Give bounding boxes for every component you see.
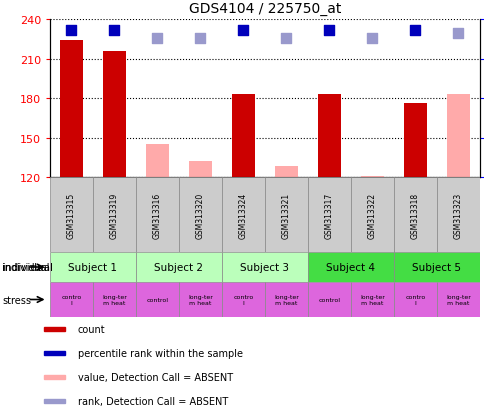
Bar [136,178,179,252]
Bar [179,178,222,252]
Text: GSM313320: GSM313320 [196,192,205,238]
Point [411,28,419,34]
Bar [264,282,307,317]
Bar [393,252,479,282]
Bar [393,282,436,317]
Bar [179,282,222,317]
Text: GSM313318: GSM313318 [410,192,419,238]
Point [153,36,161,42]
Bar [350,282,393,317]
Text: control: control [318,297,340,302]
Bar [136,252,222,282]
Text: long-ter
m heat: long-ter m heat [273,294,298,305]
Bar [222,252,307,282]
Text: GSM313317: GSM313317 [324,192,333,238]
Bar [136,282,179,317]
Point [196,36,204,42]
Bar [307,252,393,282]
Bar [50,178,93,252]
Text: GSM313321: GSM313321 [281,192,290,238]
Text: value, Detection Call = ABSENT: value, Detection Call = ABSENT [77,372,232,382]
Point [282,36,290,42]
Text: GSM313316: GSM313316 [152,192,162,238]
Bar [436,178,479,252]
Text: contro
l: contro l [233,294,253,305]
Text: Subject 4: Subject 4 [326,262,375,272]
Text: GSM313322: GSM313322 [367,192,376,238]
Bar [264,178,307,252]
Bar [222,282,264,317]
Bar [317,95,341,178]
Text: GSM313323: GSM313323 [453,192,462,238]
Text: percentile rank within the sample: percentile rank within the sample [77,348,242,358]
Bar [307,178,350,252]
Bar [50,282,93,317]
Text: GSM313315: GSM313315 [67,192,76,238]
Point [325,28,333,34]
Title: GDS4104 / 225750_at: GDS4104 / 225750_at [188,2,340,16]
Bar [446,95,469,178]
Text: contro
l: contro l [61,294,81,305]
Text: Subject 3: Subject 3 [240,262,289,272]
Text: Subject 5: Subject 5 [412,262,461,272]
Bar [44,375,65,379]
Text: long-ter
m heat: long-ter m heat [102,294,127,305]
Bar [222,178,264,252]
Text: Subject 2: Subject 2 [154,262,203,272]
Bar [44,328,65,331]
Bar [403,104,426,178]
Bar [274,167,298,178]
Text: long-ter
m heat: long-ter m heat [445,294,470,305]
Point [110,28,118,34]
Text: Subject 1: Subject 1 [68,262,117,272]
Point [239,28,247,34]
Bar [44,351,65,355]
Bar [145,145,169,178]
Bar [50,252,136,282]
Text: GSM313319: GSM313319 [110,192,119,238]
Bar [103,52,126,178]
Bar [188,162,212,178]
Bar [93,282,136,317]
Bar [307,282,350,317]
Text: control: control [146,297,168,302]
Text: rank, Detection Call = ABSENT: rank, Detection Call = ABSENT [77,396,227,406]
Text: individual: individual [2,262,50,272]
Text: GSM313324: GSM313324 [239,192,247,238]
Text: long-ter
m heat: long-ter m heat [188,294,212,305]
Bar [393,178,436,252]
Bar [350,178,393,252]
Text: stress: stress [2,295,31,305]
Point [67,28,75,34]
Text: individual: individual [2,262,53,272]
Bar [44,399,65,403]
Text: contro
l: contro l [405,294,425,305]
Bar [60,41,83,178]
Point [368,36,376,42]
Point [454,31,461,38]
Bar [93,178,136,252]
Text: count: count [77,324,105,334]
Bar [436,282,479,317]
Bar [231,95,255,178]
Bar [360,176,383,178]
Text: long-ter
m heat: long-ter m heat [359,294,384,305]
